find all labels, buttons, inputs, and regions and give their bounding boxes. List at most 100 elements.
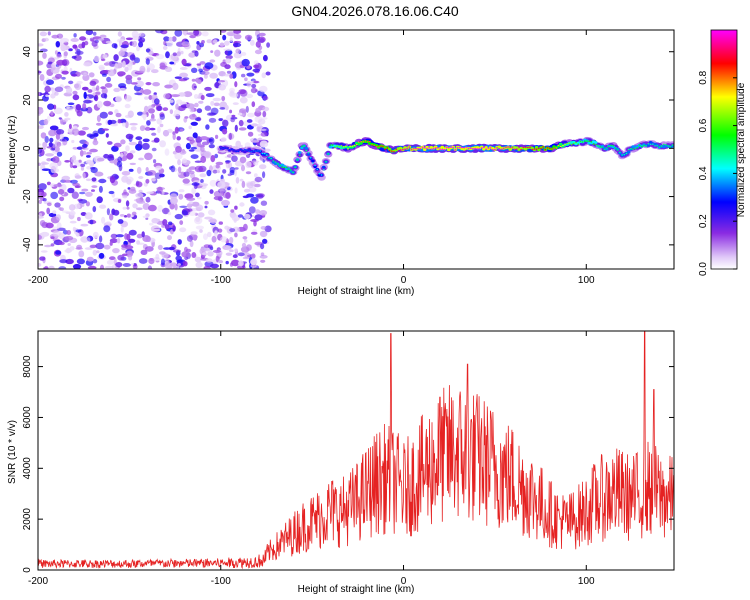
ridge-cell (556, 144, 561, 148)
noise-blob (83, 62, 92, 67)
ridge-cell (533, 148, 536, 150)
noise-blob (98, 66, 105, 71)
noise-blob (241, 242, 247, 248)
noise-blob (138, 32, 145, 37)
noise-blob (219, 107, 226, 110)
noise-blob (210, 50, 214, 53)
noise-blob (237, 112, 243, 116)
colorbar-gradient (710, 29, 738, 270)
noise-blob (220, 137, 227, 142)
ridge-cell (507, 146, 509, 148)
noise-blob (113, 87, 121, 93)
noise-blob (261, 117, 268, 120)
noise-blob (145, 82, 152, 86)
noise-blob (78, 159, 82, 163)
noise-blob (226, 31, 236, 37)
noise-blob (258, 118, 266, 125)
noise-blob (78, 250, 85, 258)
noise-blob (59, 133, 64, 140)
noise-blob (78, 199, 88, 204)
bottom-x-tick-label: 100 (578, 576, 595, 587)
noise-blob (210, 263, 219, 269)
noise-blob (72, 263, 82, 269)
noise-blob (181, 251, 189, 258)
noise-blob (234, 205, 238, 210)
noise-blob (193, 30, 200, 36)
noise-blob (204, 200, 209, 205)
ridge-cell (304, 147, 309, 150)
ridge-cell (557, 144, 560, 147)
noise-blob (136, 200, 146, 204)
noise-blob (58, 117, 62, 120)
noise-blob (89, 148, 98, 153)
noise-blob (101, 87, 108, 95)
noise-blob (253, 60, 259, 66)
ridge-cell (362, 141, 365, 143)
noise-blob (231, 214, 240, 222)
noise-blob (218, 118, 224, 122)
ridge-cell (417, 148, 419, 150)
noise-blob (186, 103, 195, 109)
ridge-cell (250, 151, 253, 153)
noise-blob (204, 62, 214, 70)
ridge-cell (437, 147, 439, 149)
noise-blob (167, 235, 172, 241)
noise-blob (96, 196, 103, 204)
ridge-cell (318, 173, 321, 175)
noise-blob (215, 164, 220, 169)
ridge-cell (634, 147, 637, 150)
noise-blob (139, 125, 146, 132)
bottom-y-tick-label: 0 (22, 567, 33, 573)
noise-blob (212, 97, 221, 102)
noise-blob (151, 177, 156, 182)
ridge-cell (588, 140, 591, 142)
noise-blob (46, 207, 51, 215)
noise-blob (172, 133, 176, 140)
ridge-cell (568, 142, 571, 144)
ridge-cell (555, 147, 558, 149)
noise-blob (152, 82, 161, 87)
noise-blob (54, 202, 61, 208)
noise-blob (126, 152, 134, 160)
ridge-cell (412, 148, 415, 150)
noise-blob (201, 31, 209, 37)
noise-blob (242, 236, 248, 240)
noise-blob (82, 126, 89, 131)
noise-blob (127, 187, 131, 190)
noise-blob (238, 260, 244, 267)
noise-blob (136, 70, 145, 74)
noise-blob (135, 207, 143, 211)
ridge-cell (494, 148, 496, 151)
noise-blob (142, 138, 150, 143)
noise-blob (224, 50, 228, 55)
noise-blob (112, 209, 120, 216)
ridge-cell (443, 149, 446, 151)
noise-blob (194, 160, 202, 163)
noise-blob (174, 203, 178, 211)
noise-blob (200, 146, 205, 153)
noise-blob (59, 196, 65, 202)
noise-blob (131, 40, 138, 48)
noise-blob (124, 103, 131, 109)
noise-blob (72, 90, 78, 95)
ridge-cell (272, 160, 275, 162)
ridge-cell (643, 144, 645, 147)
ridge-cell (480, 147, 483, 149)
noise-blob (239, 156, 247, 164)
noise-blob (199, 136, 209, 141)
noise-blob (175, 103, 179, 110)
ridge-cell (434, 147, 437, 149)
noise-blob (204, 216, 213, 220)
ridge-cell (478, 148, 481, 150)
noise-blob (227, 173, 232, 177)
noise-blob (196, 79, 202, 85)
noise-blob (141, 142, 150, 150)
noise-blob (92, 130, 99, 138)
noise-blob (50, 111, 54, 116)
noise-blob (85, 191, 93, 197)
ridge-cell (322, 169, 325, 171)
noise-blob (177, 166, 182, 173)
noise-blob (191, 78, 196, 82)
noise-blob (222, 169, 227, 174)
noise-blob (43, 118, 49, 126)
